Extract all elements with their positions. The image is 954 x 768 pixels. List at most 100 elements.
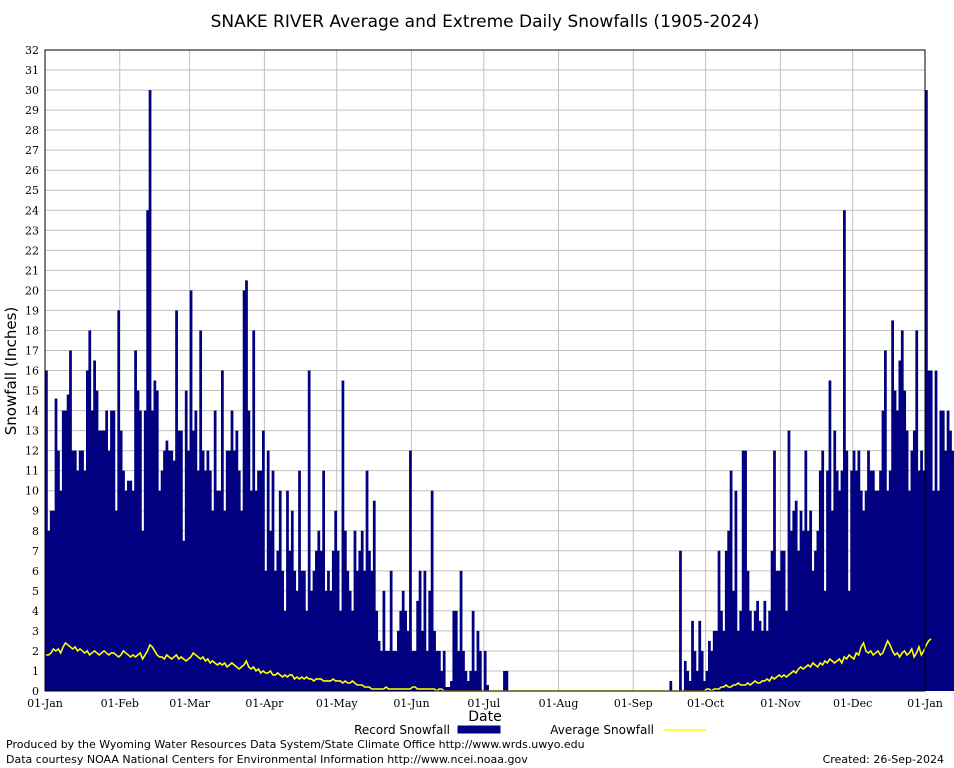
record-bar xyxy=(69,350,72,691)
record-bar xyxy=(486,684,489,691)
record-bar xyxy=(71,450,75,691)
created-date: Created: 26-Sep-2024 xyxy=(822,753,944,766)
record-bar xyxy=(710,650,714,691)
y-tick-label: 21 xyxy=(25,264,39,277)
x-tick-label: 01-Aug xyxy=(539,697,579,710)
record-bar xyxy=(187,450,191,691)
record-bar xyxy=(155,390,159,691)
record-bar xyxy=(384,650,388,691)
record-bar xyxy=(896,410,899,691)
y-tick-label: 22 xyxy=(25,244,39,257)
record-bar xyxy=(310,590,313,691)
record-bar xyxy=(476,630,480,691)
record-bar xyxy=(307,370,311,691)
x-tick-label: 01-Mar xyxy=(169,697,211,710)
record-bar xyxy=(66,394,70,691)
record-bar xyxy=(925,90,928,691)
x-tick-label: 01-Feb xyxy=(101,697,139,710)
record-bar xyxy=(119,430,123,691)
record-bar xyxy=(794,500,798,691)
record-bar xyxy=(679,550,682,691)
x-tick-label: 01-Oct xyxy=(687,697,725,710)
record-bar xyxy=(114,510,118,691)
record-bar xyxy=(57,450,60,691)
x-tick-label: 01-Apr xyxy=(245,697,284,710)
record-bar xyxy=(799,510,803,691)
record-bar xyxy=(184,390,188,691)
y-tick-label: 3 xyxy=(32,625,39,638)
record-bar xyxy=(254,490,258,691)
y-tick-label: 11 xyxy=(25,465,39,478)
record-bar xyxy=(110,410,113,691)
record-bar xyxy=(693,650,697,691)
record-bar xyxy=(871,470,875,691)
y-tick-label: 26 xyxy=(25,164,39,177)
record-bar xyxy=(910,450,914,691)
x-tick-label: 01-Sep xyxy=(614,697,653,710)
record-bar xyxy=(859,490,863,691)
record-bar xyxy=(891,320,895,691)
y-tick-label: 27 xyxy=(25,144,39,157)
record-bar xyxy=(946,410,950,691)
record-bar xyxy=(734,490,738,691)
x-axis-label: Date xyxy=(468,709,501,725)
record-bar xyxy=(81,450,84,691)
record-bar xyxy=(780,550,784,691)
record-bar xyxy=(898,360,902,691)
y-tick-label: 19 xyxy=(25,304,39,317)
record-bar xyxy=(271,470,275,691)
record-bar xyxy=(770,550,774,691)
record-bar xyxy=(773,450,776,691)
record-bar xyxy=(264,570,268,691)
credit-produced-by: Produced by the Wyoming Water Resources … xyxy=(6,738,585,751)
record-bar xyxy=(358,550,362,691)
credit-data-courtesy: Data courtesy NOAA National Centers for … xyxy=(6,753,528,766)
record-bar xyxy=(445,686,448,691)
record-bar xyxy=(823,590,827,691)
record-bar xyxy=(838,490,841,691)
record-bar xyxy=(785,610,788,691)
record-bar xyxy=(199,330,203,691)
y-tick-label: 7 xyxy=(32,545,39,558)
record-bar xyxy=(372,500,376,691)
record-bar xyxy=(83,470,87,691)
record-bar xyxy=(61,410,65,691)
record-bar xyxy=(835,470,839,691)
record-bar xyxy=(283,610,287,691)
x-tick-label: 01-May xyxy=(316,697,359,710)
record-bar xyxy=(797,550,800,691)
record-bar xyxy=(802,530,805,691)
record-bar xyxy=(466,680,470,691)
record-bar xyxy=(170,450,174,691)
record-bar xyxy=(221,370,224,691)
record-bar xyxy=(126,480,130,691)
record-bar xyxy=(45,370,48,691)
record-bar xyxy=(356,570,359,691)
record-bar xyxy=(327,570,330,691)
record-bar xyxy=(768,610,772,691)
record-bar xyxy=(761,630,764,691)
record-bar xyxy=(334,510,338,691)
y-tick-label: 2 xyxy=(32,645,39,658)
record-bar xyxy=(917,470,921,691)
record-bar xyxy=(230,410,234,691)
record-bar xyxy=(189,290,193,691)
record-bar xyxy=(686,670,690,691)
record-bar xyxy=(478,650,482,691)
record-bar xyxy=(360,530,364,691)
record-bar xyxy=(351,610,354,691)
record-bar xyxy=(457,650,461,691)
record-bar xyxy=(52,510,55,691)
record-bar xyxy=(409,450,412,691)
record-bar xyxy=(136,390,140,691)
y-tick-label: 6 xyxy=(32,565,39,578)
record-bar xyxy=(146,210,150,691)
record-bar xyxy=(143,410,147,691)
record-bar xyxy=(717,550,721,691)
y-tick-label: 28 xyxy=(25,124,39,137)
record-bar xyxy=(228,450,231,691)
record-bar xyxy=(804,450,808,691)
record-bar xyxy=(78,450,82,691)
record-bar xyxy=(151,410,154,691)
x-tick-label: 01-Dec xyxy=(833,697,872,710)
